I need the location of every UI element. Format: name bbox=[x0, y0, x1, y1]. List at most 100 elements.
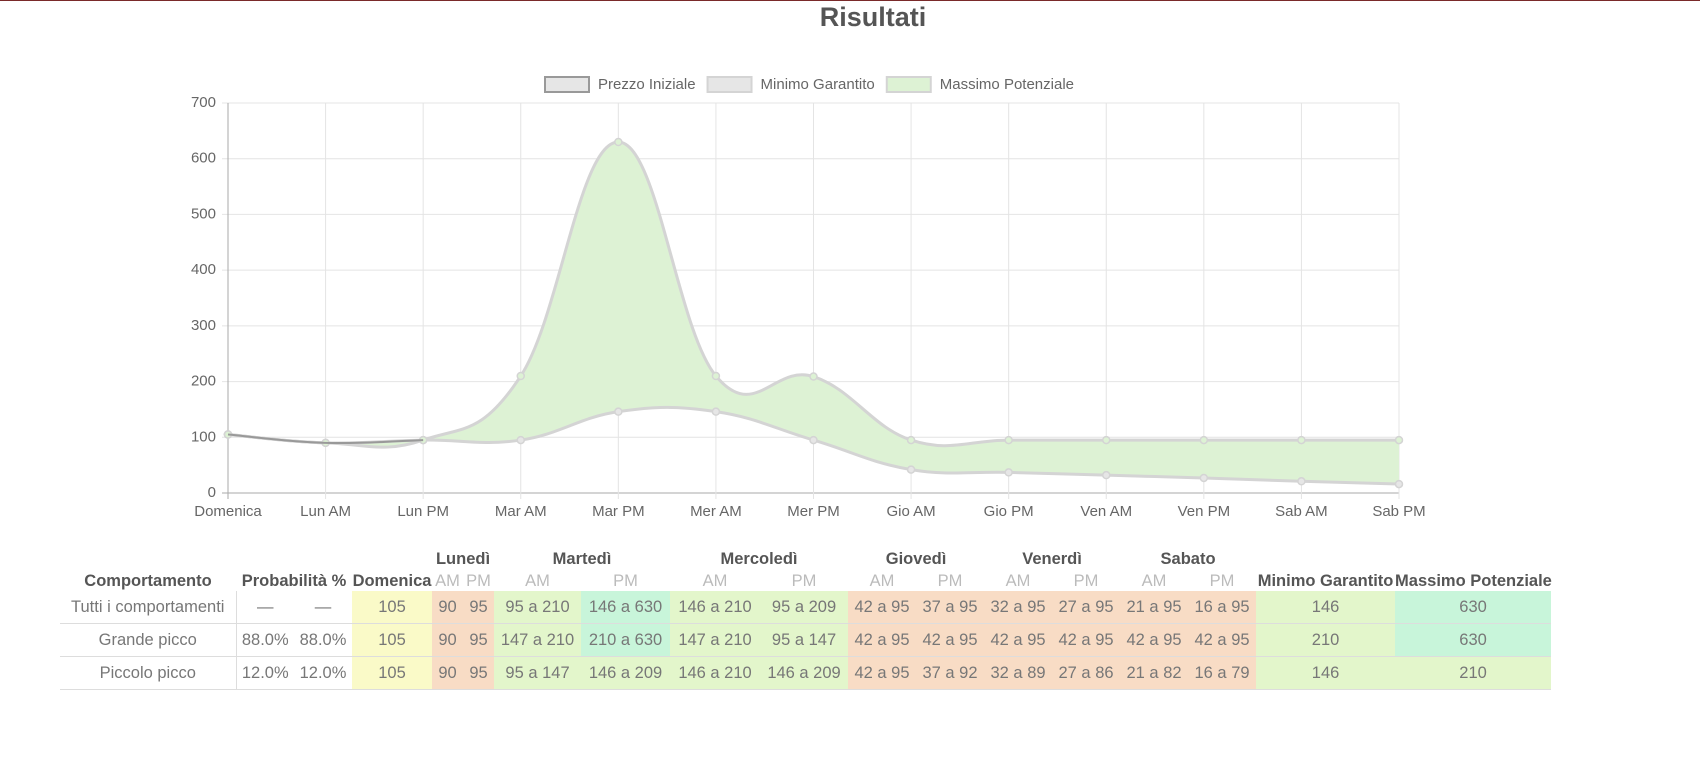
table-cell: 147 a 210 bbox=[670, 623, 761, 657]
table-cell: 90 bbox=[432, 623, 463, 657]
data-point bbox=[614, 407, 623, 416]
table-cell: 16 a 95 bbox=[1188, 591, 1257, 624]
results-table: Comportamento Probabilità % Domenica Lunedì… bbox=[60, 545, 1552, 690]
x-tick-label: Domenica bbox=[194, 503, 262, 520]
x-tick-label: Mar PM bbox=[592, 503, 645, 520]
table-cell: 210 bbox=[1256, 623, 1396, 657]
table-cell: 95 a 147 bbox=[494, 656, 582, 690]
x-tick-label: Gio PM bbox=[984, 503, 1034, 520]
header-cell: Probabilità % bbox=[241, 572, 347, 590]
table-cell: — bbox=[294, 591, 352, 624]
table-cell: 42 a 95 bbox=[1120, 623, 1189, 657]
table-cell: 146 a 209 bbox=[581, 656, 671, 690]
table-cell: Tutti i comportamenti bbox=[60, 591, 237, 624]
table-cell: 27 a 95 bbox=[1052, 591, 1121, 624]
table-cell: 12.0% bbox=[294, 656, 352, 690]
table-cell: 32 a 95 bbox=[984, 591, 1053, 624]
data-point bbox=[711, 371, 721, 381]
x-tick-label: Mer PM bbox=[787, 503, 840, 520]
x-tick-label: Gio AM bbox=[886, 503, 935, 520]
table-cell: 105 bbox=[352, 591, 432, 624]
data-point bbox=[1199, 473, 1209, 483]
data-point bbox=[809, 372, 818, 381]
data-point bbox=[614, 137, 623, 147]
table-cell: 42 a 95 bbox=[916, 623, 985, 657]
subheader-cell: AM bbox=[525, 572, 550, 590]
data-point bbox=[1394, 479, 1404, 489]
table-cell: Piccolo picco bbox=[60, 656, 237, 690]
table-cell: 105 bbox=[352, 656, 432, 690]
data-point bbox=[1102, 435, 1111, 445]
subheader-cell: PM bbox=[466, 572, 491, 590]
data-point bbox=[516, 435, 525, 445]
legend-label: Prezzo Iniziale bbox=[598, 76, 696, 93]
series-line bbox=[227, 140, 1399, 449]
x-tick-label: Lun PM bbox=[397, 503, 449, 520]
y-tick-label: 500 bbox=[191, 205, 216, 222]
table-cell: 42 a 95 bbox=[1052, 623, 1121, 657]
subheader-cell: AM bbox=[435, 572, 460, 590]
subheader-cell: AM bbox=[1141, 572, 1167, 590]
data-point bbox=[906, 465, 916, 474]
table-cell: 42 a 95 bbox=[1188, 623, 1257, 657]
table-cell: 95 bbox=[463, 591, 495, 624]
table-cell: 16 a 79 bbox=[1188, 656, 1257, 690]
table-cell: 146 a 630 bbox=[581, 591, 671, 624]
table-row: Tutti i comportamenti — —105 90 95 95 a 210 14… bbox=[60, 591, 1552, 624]
table-cell: 210 a 630 bbox=[581, 623, 671, 657]
data-point bbox=[516, 371, 525, 381]
table-cell: 42 a 95 bbox=[848, 623, 917, 657]
y-tick-label: 100 bbox=[191, 428, 216, 445]
legend-label: Minimo Garantito bbox=[761, 76, 875, 93]
table-cell: 95 a 147 bbox=[760, 623, 849, 657]
table-cell: 42 a 95 bbox=[848, 656, 917, 690]
subheader-cell: AM bbox=[1005, 572, 1031, 590]
data-point bbox=[1004, 468, 1013, 477]
header-cell: Mercoledì bbox=[720, 550, 798, 568]
table-cell: — bbox=[236, 591, 294, 624]
data-point bbox=[711, 407, 721, 416]
chart: 0 100 200 300 400 500 600 700 Domenica Lun AM Lun … bbox=[191, 76, 1426, 520]
legend-swatch bbox=[544, 76, 590, 93]
table-cell: 95 bbox=[463, 656, 495, 690]
page-title: Risultati bbox=[819, 2, 927, 32]
table-cell: 42 a 95 bbox=[984, 623, 1053, 657]
table-row: Piccolo picco 12.0% 12.0% 105 90 95 95 a 147 14… bbox=[60, 656, 1552, 690]
legend-swatch bbox=[706, 76, 753, 93]
table-cell: 37 a 92 bbox=[916, 656, 985, 690]
table-cell: 21 a 95 bbox=[1120, 591, 1189, 624]
y-tick-label: 400 bbox=[191, 261, 216, 278]
header-cell: Comportamento bbox=[84, 572, 212, 590]
header-cell: Domenica bbox=[352, 572, 432, 590]
legend-swatch bbox=[885, 76, 932, 93]
y-tick-label: 300 bbox=[191, 317, 216, 334]
table-cell: 37 a 95 bbox=[916, 591, 985, 624]
table-cell: 90 bbox=[432, 591, 463, 624]
subheader-cell: PM bbox=[1073, 572, 1099, 590]
header-cell: Venerdì bbox=[1022, 550, 1082, 568]
header-cell: Martedì bbox=[552, 550, 612, 568]
header-cell: Sabato bbox=[1160, 550, 1216, 568]
data-point bbox=[1394, 435, 1404, 445]
table-cell: 90 bbox=[432, 656, 463, 690]
data-point bbox=[1004, 435, 1013, 445]
subheader-cell: PM bbox=[613, 572, 638, 590]
table-cell: 146 a 210 bbox=[670, 591, 761, 624]
table-row: Grande picco 88.0% 88.0% 105 90 95 147 a 210 21… bbox=[60, 623, 1552, 657]
table-cell: 21 a 82 bbox=[1120, 656, 1189, 690]
subheader-cell: PM bbox=[1209, 572, 1235, 590]
table-cell: 210 bbox=[1395, 656, 1552, 690]
data-point bbox=[1297, 477, 1306, 486]
subheader-cell: AM bbox=[869, 572, 895, 590]
table-cell: 32 a 89 bbox=[984, 656, 1053, 690]
table-cell: 88.0% bbox=[294, 623, 352, 657]
table-cell: 146 bbox=[1256, 591, 1396, 624]
initial-segment bbox=[227, 433, 424, 445]
data-point bbox=[906, 435, 916, 445]
data-point bbox=[809, 435, 818, 445]
table-cell: 630 bbox=[1395, 623, 1552, 657]
y-tick-label: 700 bbox=[191, 94, 216, 111]
x-tick-label: Ven PM bbox=[1178, 503, 1231, 520]
legend: Prezzo Iniziale Minimo Garantito Massimo P… bbox=[544, 76, 1074, 93]
table-cell: 95 a 210 bbox=[494, 591, 582, 624]
